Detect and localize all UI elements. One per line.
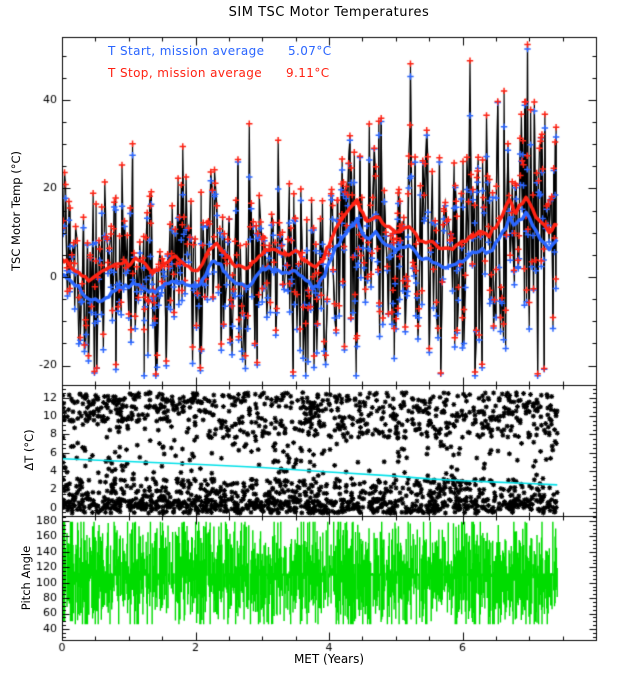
legend-t-start-value: 5.07°C [288, 44, 332, 58]
chart-title: SIM TSC Motor Temperatures [228, 5, 430, 20]
y-axis-label-pitch-angle: Pitch Angle [19, 545, 33, 611]
legend-t-start-label: T Start, mission average [108, 44, 265, 58]
y-axis-label-tsc-motor-temp: TSC Motor Temp (°C) [9, 151, 23, 271]
y-axis-label-delta-t: ΔT (°C) [22, 429, 36, 471]
legend-t-stop-label: T Stop, mission average [108, 66, 263, 80]
legend-t-stop-value: 9.11°C [286, 66, 330, 80]
x-axis-label-met-years: MET (Years) [293, 652, 365, 666]
